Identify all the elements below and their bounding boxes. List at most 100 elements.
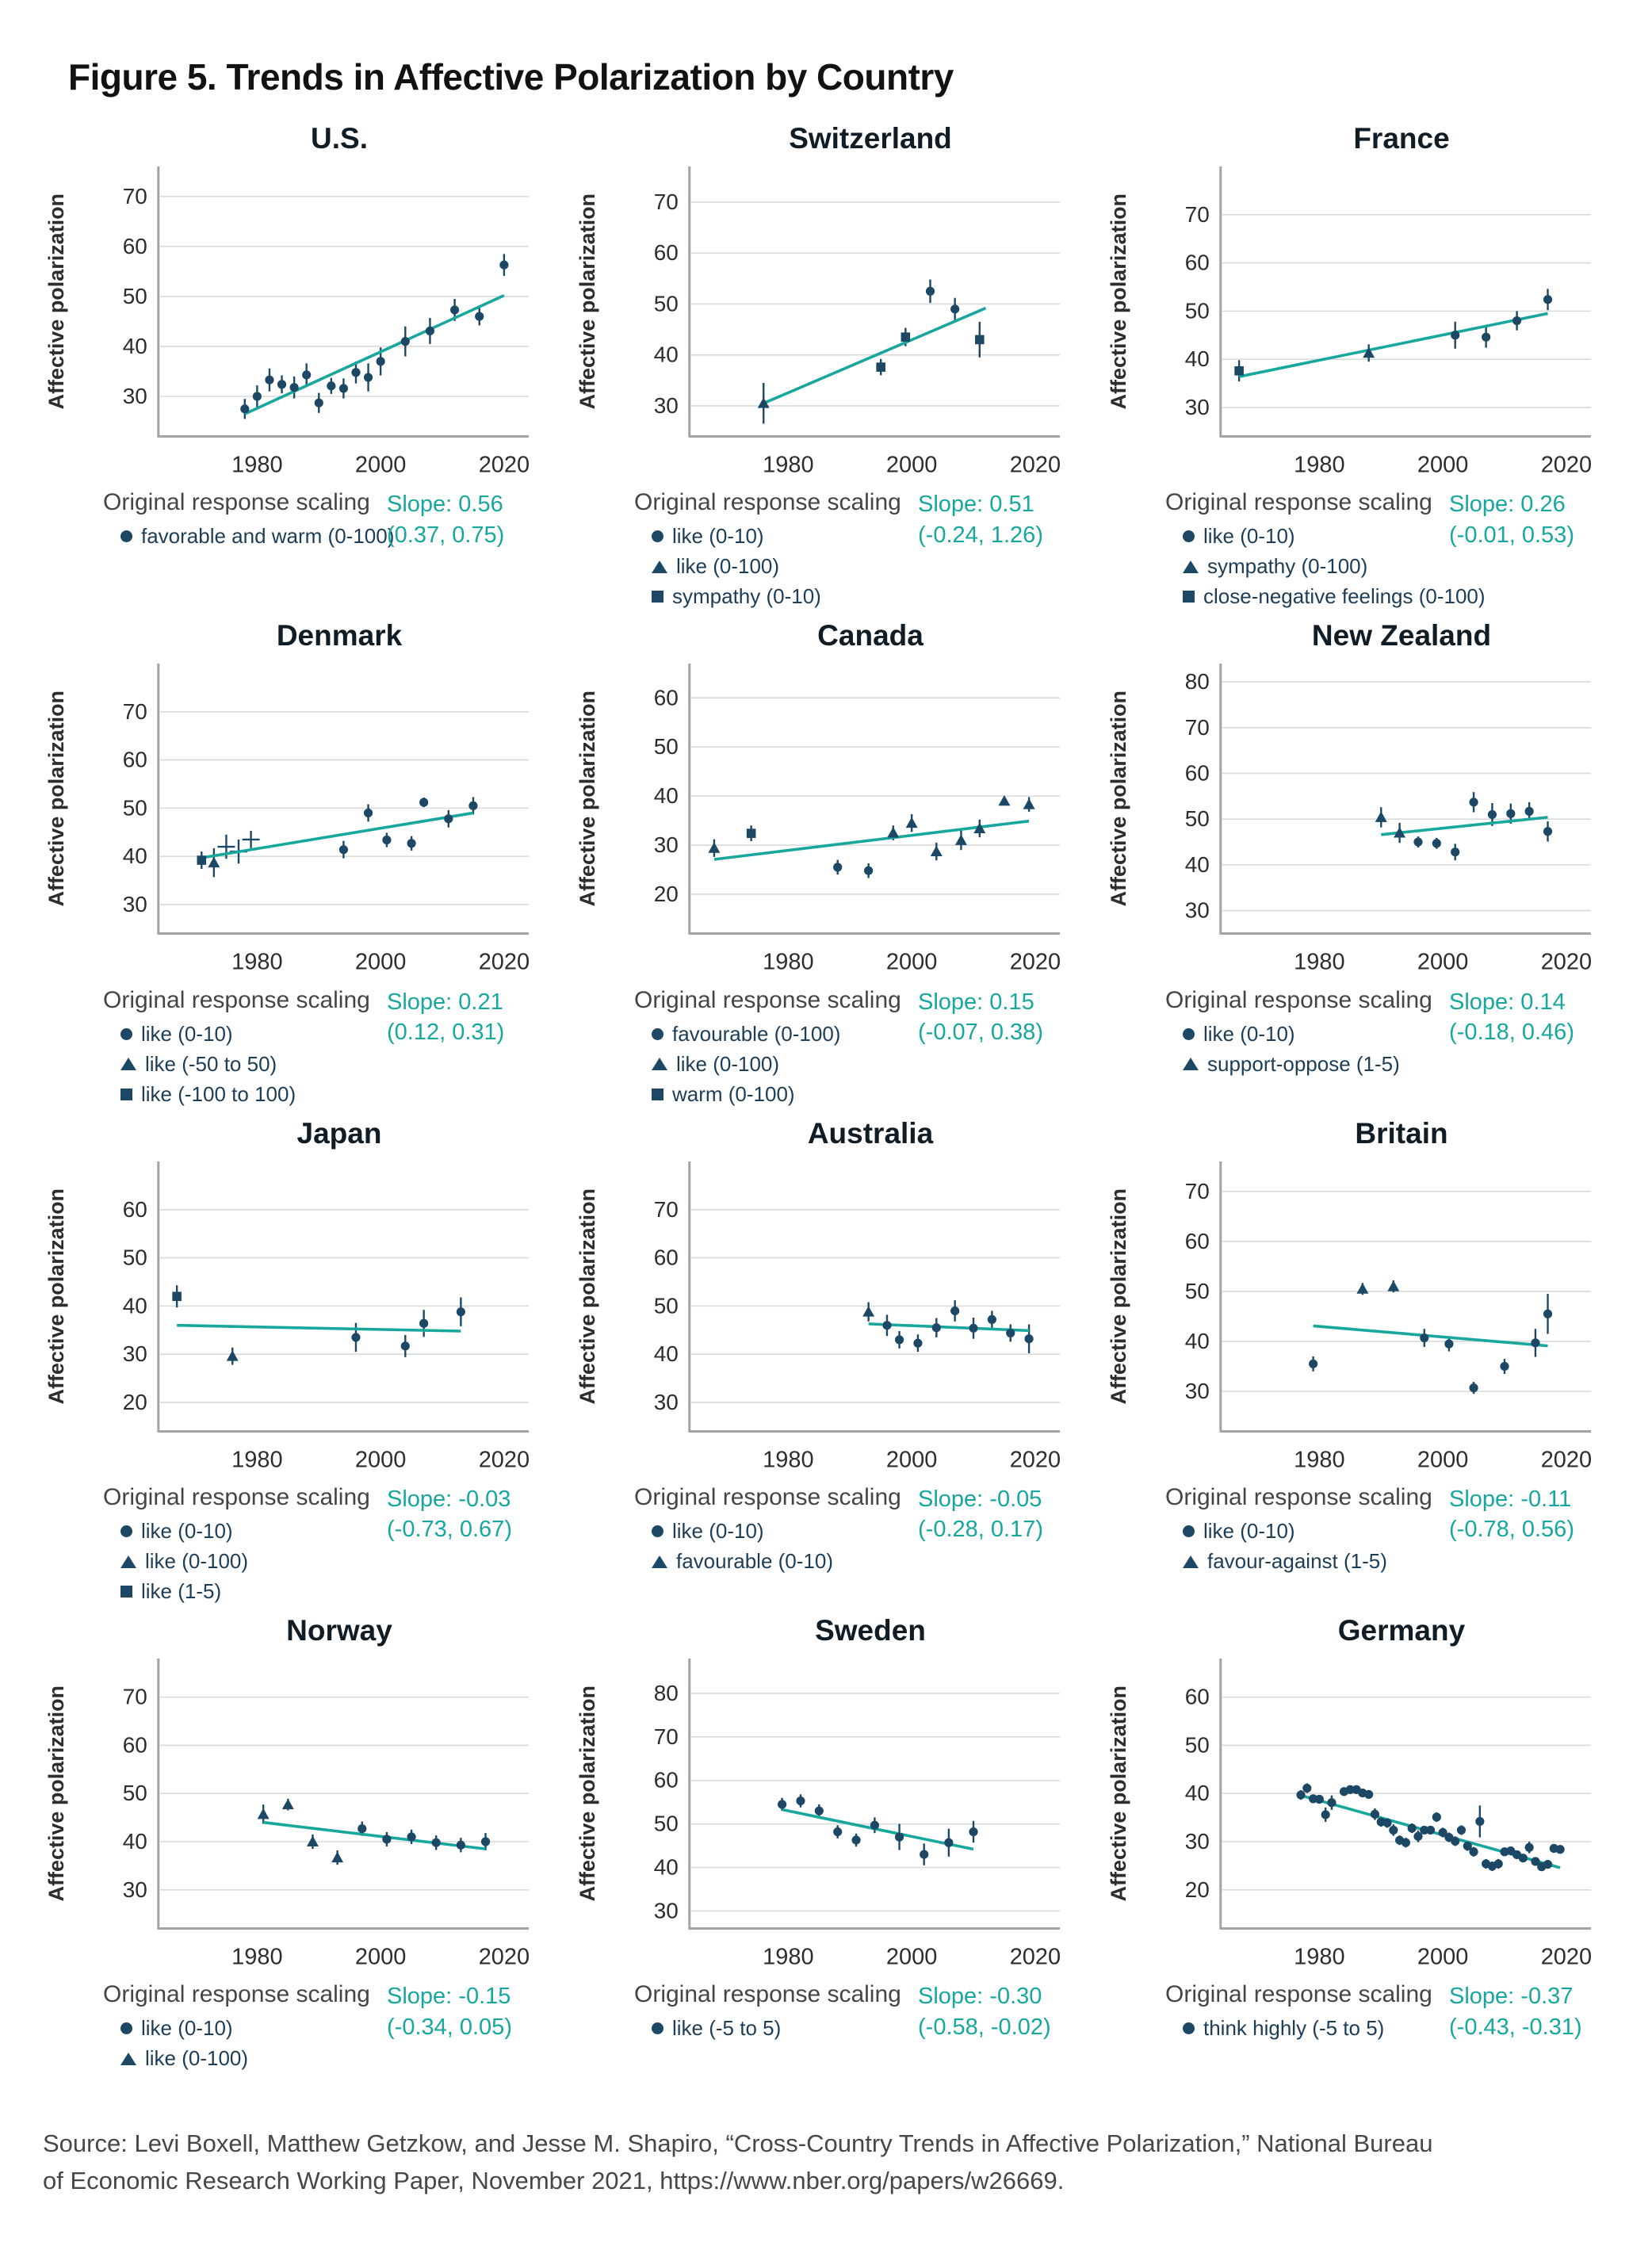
slope-ci: (-0.34, 0.05): [387, 2014, 512, 2040]
legend-item-label: like (-50 to 50): [145, 1051, 277, 1076]
data-point: [444, 814, 453, 824]
panel-australia: Australia 30 40 50 60 70 1980 2000 2020 Affectiv…: [571, 1117, 1081, 1609]
slope-value: Slope: 0.56: [387, 492, 503, 518]
data-point: [257, 1808, 270, 1819]
data-point: [833, 1827, 843, 1837]
data-point: [1482, 332, 1491, 342]
panel-germany: Germany 20 30 40 50 60 1980 2000 2020 Affective …: [1102, 1614, 1612, 2099]
legend-item: like (0-10): [652, 524, 1081, 549]
legend-title: Original response scaling: [634, 986, 901, 1013]
x-tick-label: 2020: [1010, 452, 1061, 477]
panel-norway: Norway 30 40 50 60 70 1980 2000 2020 Affective p…: [40, 1614, 550, 2099]
y-axis-label: Affective polarization: [1107, 193, 1130, 409]
data-point: [327, 381, 336, 391]
panel-title: New Zealand: [1311, 619, 1492, 652]
legend-item: like (0-10): [120, 2016, 550, 2041]
legend-item-label: like (0-10): [672, 524, 764, 549]
y-tick-label: 60: [1185, 1229, 1210, 1253]
data-point: [1469, 1383, 1478, 1392]
legend-item-label: favourable (0-100): [672, 1021, 841, 1046]
triangle-marker-icon: [652, 1555, 667, 1568]
legend-item: like (0-100): [652, 554, 1081, 579]
panel-sweden: Sweden 30 40 50 60 70 80 1980 2000 2020 Affective…: [571, 1614, 1081, 2099]
y-tick-label: 30: [123, 384, 147, 408]
data-point: [1543, 827, 1553, 836]
y-tick-label: 30: [123, 892, 147, 916]
x-tick-label: 1980: [1294, 1447, 1344, 1472]
data-point: [987, 1314, 996, 1324]
y-tick-label: 50: [1185, 807, 1210, 832]
legend-item: support-oppose (1-5): [1183, 1052, 1612, 1077]
data-point: [925, 286, 935, 296]
y-tick-label: 70: [1185, 1178, 1210, 1203]
legend-item-label: like (0-10): [141, 1021, 233, 1046]
data-point: [1420, 1825, 1429, 1835]
square-marker-icon: [1183, 591, 1195, 603]
legend: Original response scaling like (0-10) lik…: [103, 1484, 550, 1604]
data-point: [1407, 1823, 1417, 1833]
x-tick-label: 1980: [231, 950, 282, 975]
data-point: [252, 392, 262, 401]
y-tick-label: 30: [1185, 1829, 1210, 1854]
legend-item-label: support-oppose (1-5): [1207, 1051, 1400, 1076]
panel-japan: Japan 20 30 40 50 60 1980 2000 2020 Affective po…: [40, 1117, 550, 1609]
slope-value: Slope: 0.15: [918, 989, 1034, 1015]
x-tick-label: 2020: [1010, 1447, 1061, 1472]
data-point: [240, 404, 250, 414]
y-tick-label: 30: [1185, 395, 1210, 419]
x-tick-label: 2000: [355, 452, 406, 477]
chart-u-s: 30 40 50 60 70 1980 2000 2020 Affective polariza…: [44, 166, 530, 477]
legend-item: like (0-10): [120, 1022, 550, 1046]
y-axis-label: Affective polarization: [44, 1188, 68, 1404]
data-point: [851, 1835, 861, 1845]
data-point: [998, 795, 1011, 806]
circle-marker-icon: [120, 1525, 132, 1538]
slope-annotation: Slope: -0.15 (-0.34, 0.05): [387, 1981, 512, 2042]
chart-switzerland: 30 40 50 60 70 1980 2000 2020 Affective polariza…: [576, 166, 1061, 477]
chart-france: 30 40 50 60 70 1980 2000 2020 Affective polariza…: [1107, 166, 1592, 477]
x-tick-label: 1980: [1294, 1944, 1344, 1969]
slope-annotation: Slope: 0.21 (0.12, 0.31): [387, 987, 504, 1048]
legend-item: like (0-100): [120, 1549, 550, 1574]
slope-ci: (-0.01, 0.53): [1449, 522, 1574, 548]
y-axis-label: Affective polarization: [44, 1685, 68, 1901]
y-tick-label: 50: [123, 796, 147, 821]
x-tick-label: 2000: [886, 1944, 937, 1969]
y-axis-label: Affective polarization: [576, 193, 599, 409]
legend-item: think highly (-5 to 5): [1183, 2016, 1612, 2041]
data-point: [1531, 1337, 1540, 1348]
data-point: [331, 1851, 344, 1863]
panel-new-zealand: New Zealand 30 40 50 60 70 80 1980 2000 2020 Affe…: [1102, 619, 1612, 1112]
slope-ci: (-0.58, -0.02): [918, 2014, 1051, 2040]
data-point: [475, 312, 484, 321]
data-point: [1500, 1361, 1509, 1371]
data-point: [1543, 295, 1553, 304]
triangle-marker-icon: [120, 2052, 136, 2065]
legend-item-label: like (0-10): [141, 1519, 233, 1544]
y-axis-label: Affective polarization: [44, 193, 68, 409]
y-axis-label: Affective polarization: [44, 691, 68, 906]
data-point: [950, 304, 960, 314]
data-point: [814, 1806, 824, 1816]
y-tick-label: 70: [123, 699, 147, 724]
slope-annotation: Slope: 0.56 (0.37, 0.75): [387, 489, 504, 550]
source-text-line1: Source: Levi Boxell, Matthew Getzkow, an…: [43, 2129, 1433, 2158]
trend-line: [1313, 1324, 1548, 1348]
legend-item: like (0-100): [652, 1052, 1081, 1077]
x-tick-label: 1980: [763, 1447, 813, 1472]
trend-line: [244, 294, 505, 415]
legend: Original response scaling like (0-10) fav…: [634, 1484, 1081, 1574]
x-tick-label: 2000: [355, 1447, 406, 1472]
data-point: [882, 1320, 892, 1330]
trend-line: [868, 1322, 1030, 1332]
legend-item: favourable (0-10): [652, 1549, 1081, 1574]
y-tick-label: 20: [654, 882, 679, 906]
legend-item-label: like (-100 to 100): [141, 1081, 296, 1106]
data-point: [1475, 1816, 1485, 1827]
triangle-marker-icon: [652, 1058, 667, 1071]
y-axis-label: Affective polarization: [1107, 1685, 1130, 1901]
y-tick-label: 30: [123, 1341, 147, 1366]
data-point: [973, 822, 986, 834]
data-point: [338, 845, 348, 855]
x-tick-label: 2020: [1541, 950, 1592, 975]
